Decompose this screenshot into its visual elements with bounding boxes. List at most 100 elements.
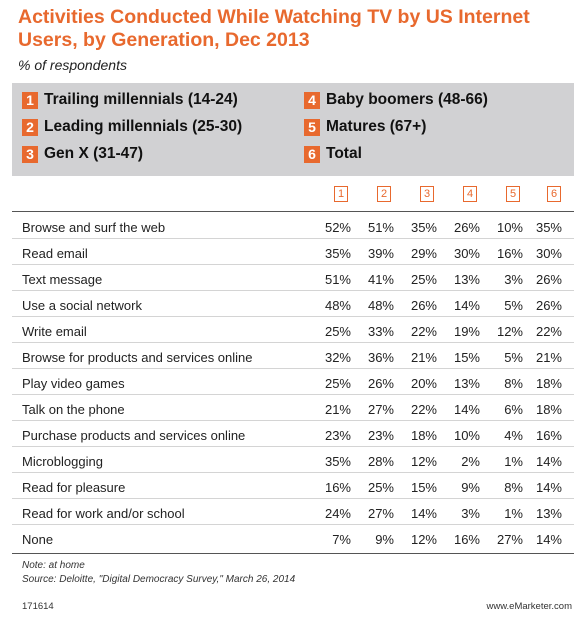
row-label: Browse for products and services online bbox=[22, 350, 253, 365]
cell-value: 7% bbox=[332, 532, 351, 547]
data-table: Browse and surf the web 52% 51% 35% 26% 10% 35… bbox=[12, 213, 574, 551]
cell-value: 26% bbox=[535, 298, 562, 313]
cell-value: 1% bbox=[504, 454, 523, 469]
cell-value: 12% bbox=[410, 454, 437, 469]
credit-link[interactable]: www.eMarketer.com bbox=[486, 601, 572, 612]
table-row: Write email 25% 33% 22% 19% 12% 22% bbox=[12, 317, 574, 343]
cell-value: 16% bbox=[535, 428, 562, 443]
cell-value: 25% bbox=[324, 324, 351, 339]
cell-value: 3% bbox=[461, 506, 480, 521]
cell-value: 13% bbox=[535, 506, 562, 521]
cell-value: 25% bbox=[324, 376, 351, 391]
cell-value: 14% bbox=[453, 402, 480, 417]
row-label: Play video games bbox=[22, 376, 125, 391]
cell-value: 5% bbox=[504, 298, 523, 313]
legend-label: Trailing millennials (14-24) bbox=[44, 91, 238, 108]
cell-value: 25% bbox=[410, 272, 437, 287]
table-row: Use a social network 48% 48% 26% 14% 5% 26% bbox=[12, 291, 574, 317]
cell-value: 26% bbox=[535, 272, 562, 287]
legend-label: Leading millennials (25-30) bbox=[44, 118, 243, 135]
cell-value: 26% bbox=[453, 220, 480, 235]
cell-value: 22% bbox=[535, 324, 562, 339]
cell-value: 25% bbox=[367, 480, 394, 495]
cell-value: 14% bbox=[535, 532, 562, 547]
cell-value: 8% bbox=[504, 376, 523, 391]
column-header-5: 5 bbox=[506, 186, 520, 202]
cell-value: 9% bbox=[375, 532, 394, 547]
cell-value: 35% bbox=[410, 220, 437, 235]
row-label: Microblogging bbox=[22, 454, 103, 469]
cell-value: 22% bbox=[410, 324, 437, 339]
legend-item-5: 5 Matures (67+) bbox=[304, 118, 426, 136]
column-header-1: 1 bbox=[334, 186, 348, 202]
legend-item-3: 3 Gen X (31-47) bbox=[22, 145, 143, 163]
legend-number: 2 bbox=[22, 118, 38, 136]
table-row: Read for pleasure 16% 25% 15% 9% 8% 14% bbox=[12, 473, 574, 499]
header-divider bbox=[12, 211, 574, 212]
row-separator bbox=[12, 394, 574, 395]
cell-value: 21% bbox=[535, 350, 562, 365]
legend-item-6: 6 Total bbox=[304, 145, 362, 163]
source-note: Source: Deloitte, "Digital Democracy Sur… bbox=[22, 574, 296, 585]
legend-number: 1 bbox=[22, 91, 38, 109]
cell-value: 27% bbox=[367, 402, 394, 417]
row-separator bbox=[12, 342, 574, 343]
row-separator bbox=[12, 524, 574, 525]
cell-value: 30% bbox=[453, 246, 480, 261]
legend-number: 5 bbox=[304, 118, 320, 136]
table-row: Play video games 25% 26% 20% 13% 8% 18% bbox=[12, 369, 574, 395]
cell-value: 18% bbox=[535, 402, 562, 417]
cell-value: 29% bbox=[410, 246, 437, 261]
cell-value: 9% bbox=[461, 480, 480, 495]
cell-value: 4% bbox=[504, 428, 523, 443]
chart-title: Activities Conducted While Watching TV b… bbox=[18, 6, 530, 51]
cell-value: 6% bbox=[504, 402, 523, 417]
cell-value: 51% bbox=[367, 220, 394, 235]
cell-value: 10% bbox=[496, 220, 523, 235]
cell-value: 27% bbox=[496, 532, 523, 547]
cell-value: 1% bbox=[504, 506, 523, 521]
row-label: Purchase products and services online bbox=[22, 428, 246, 443]
cell-value: 3% bbox=[504, 272, 523, 287]
table-row: Microblogging 35% 28% 12% 2% 1% 14% bbox=[12, 447, 574, 473]
legend-label: Gen X (31-47) bbox=[44, 145, 144, 162]
cell-value: 33% bbox=[367, 324, 394, 339]
cell-value: 39% bbox=[367, 246, 394, 261]
cell-value: 28% bbox=[367, 454, 394, 469]
cell-value: 16% bbox=[324, 480, 351, 495]
cell-value: 23% bbox=[324, 428, 351, 443]
chart-subtitle: % of respondents bbox=[18, 57, 127, 73]
cell-value: 35% bbox=[535, 220, 562, 235]
cell-value: 12% bbox=[496, 324, 523, 339]
row-label: Use a social network bbox=[22, 298, 142, 313]
footnote: Note: at home bbox=[22, 560, 85, 571]
cell-value: 19% bbox=[453, 324, 480, 339]
cell-value: 16% bbox=[453, 532, 480, 547]
row-separator bbox=[12, 316, 574, 317]
chart-id: 171614 bbox=[22, 601, 54, 612]
row-separator bbox=[12, 472, 574, 473]
row-label: Read for work and/or school bbox=[22, 506, 185, 521]
legend: 1 Trailing millennials (14-24) 2 Leading mi… bbox=[12, 83, 574, 176]
cell-value: 14% bbox=[535, 480, 562, 495]
cell-value: 48% bbox=[324, 298, 351, 313]
cell-value: 41% bbox=[367, 272, 394, 287]
table-row: None 7% 9% 12% 16% 27% 14% bbox=[12, 525, 574, 551]
cell-value: 24% bbox=[324, 506, 351, 521]
cell-value: 21% bbox=[410, 350, 437, 365]
cell-value: 15% bbox=[410, 480, 437, 495]
table-row: Read email 35% 39% 29% 30% 16% 30% bbox=[12, 239, 574, 265]
legend-label: Matures (67+) bbox=[326, 118, 427, 135]
row-label: Text message bbox=[22, 272, 103, 287]
table-row: Read for work and/or school 24% 27% 14% 3% 1%… bbox=[12, 499, 574, 525]
cell-value: 13% bbox=[453, 272, 480, 287]
cell-value: 18% bbox=[535, 376, 562, 391]
row-label: Write email bbox=[22, 324, 87, 339]
cell-value: 48% bbox=[367, 298, 394, 313]
cell-value: 27% bbox=[367, 506, 394, 521]
column-header-2: 2 bbox=[377, 186, 391, 202]
cell-value: 14% bbox=[410, 506, 437, 521]
row-label: Read for pleasure bbox=[22, 480, 126, 495]
cell-value: 16% bbox=[496, 246, 523, 261]
legend-label: Total bbox=[326, 145, 362, 162]
